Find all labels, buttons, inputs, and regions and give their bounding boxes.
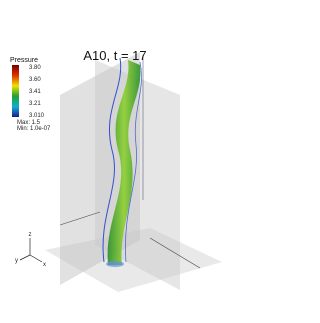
colorbar-label: 3.80 xyxy=(29,65,41,71)
colorbar-ramp xyxy=(12,65,19,117)
axis-grid xyxy=(149,237,201,269)
triad-label: y xyxy=(15,258,18,264)
colorbar-min: Min: 1.0e-07 xyxy=(17,126,51,132)
colorbar-title: Pressure xyxy=(10,57,38,64)
title: A10, t = 17 xyxy=(83,48,146,63)
triad-axis xyxy=(19,254,31,261)
triad-axis xyxy=(29,254,43,263)
streamline xyxy=(125,61,142,263)
triad-label: x xyxy=(43,262,46,268)
ground-plane xyxy=(45,228,222,292)
colorbar-label: 3.41 xyxy=(29,89,41,95)
colorbar: Pressure 3.80 3.60 3.41 3.21 3.010 Max: … xyxy=(10,57,51,132)
axis-grid xyxy=(59,211,101,226)
colorbar-label: 3.010 xyxy=(29,113,45,119)
triad-label: z xyxy=(29,232,32,238)
colorbar-max: Max: 1.5 xyxy=(17,120,41,126)
render-view: A10, t = 17 Pressure 3.80 3.60 3.41 3.21… xyxy=(10,48,222,292)
vortex-tube xyxy=(107,60,141,265)
scene xyxy=(45,52,222,292)
tube-base xyxy=(106,261,124,267)
streamline xyxy=(102,57,122,263)
colorbar-label: 3.60 xyxy=(29,77,41,83)
orientation-triad: z y x xyxy=(15,232,46,268)
colorbar-label: 3.21 xyxy=(29,101,41,107)
